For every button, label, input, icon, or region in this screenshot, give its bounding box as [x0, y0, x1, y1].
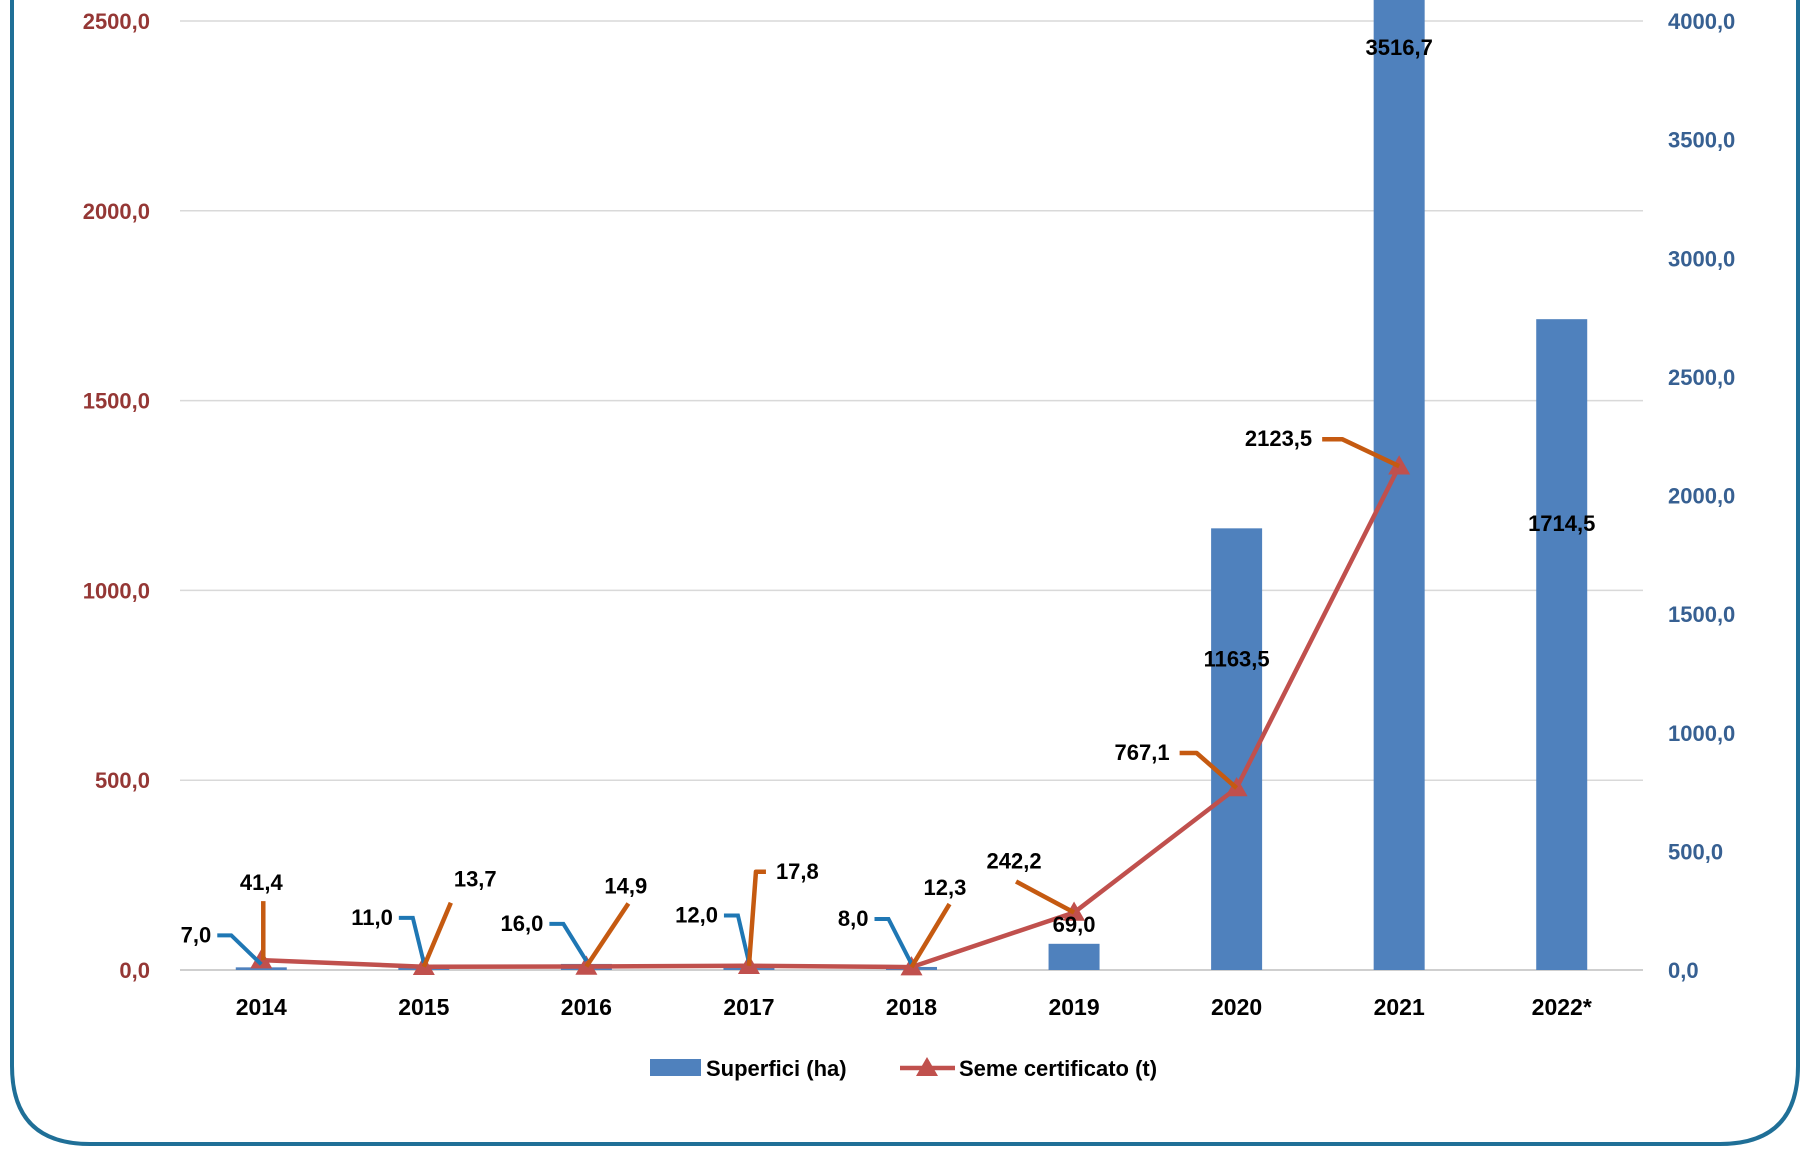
- bar-data-label: 12,0: [675, 902, 718, 927]
- x-tick-label: 2016: [561, 994, 612, 1020]
- bar: [1211, 528, 1263, 970]
- axes: 0,0 500,0 1000,0 1500,0 2000,0 2500,0 0,0 500,0…: [83, 9, 1736, 1020]
- x-tick-label: 2017: [723, 994, 774, 1020]
- data-labels: 7,0 11,0 16,0 12,0 8,0 69,0 1163,5 3516,7 1714,5…: [181, 35, 1595, 969]
- x-tick-label: 2018: [886, 994, 937, 1020]
- bar: [1048, 943, 1100, 970]
- bar-data-label: 11,0: [351, 905, 393, 930]
- line-label-leader: [1322, 436, 1401, 469]
- x-tick-label: 2021: [1374, 994, 1425, 1020]
- line-data-label: 12,3: [924, 875, 967, 900]
- y-left-tick-label: 0,0: [119, 958, 150, 983]
- x-tick-label: 2020: [1211, 994, 1262, 1020]
- bar-data-label: 1714,5: [1528, 511, 1595, 536]
- bar: [1373, 0, 1425, 970]
- y-right-tick-label: 1000,0: [1668, 721, 1735, 746]
- line-data-label: 767,1: [1115, 740, 1170, 765]
- x-tick-label: 2022*: [1532, 994, 1592, 1020]
- bar: [1536, 319, 1588, 971]
- bar-label-leader: [398, 915, 426, 964]
- line-data-label: 17,8: [776, 859, 819, 884]
- y-right-tick-label: 0,0: [1668, 958, 1699, 983]
- line-label-leader: [1014, 879, 1076, 915]
- bar: [235, 967, 287, 970]
- bar-series: [235, 0, 1588, 971]
- line-label-leader: [1179, 750, 1239, 790]
- bar-label-leader: [874, 916, 914, 965]
- bar-label-leader: [723, 913, 751, 963]
- y-left-tick-label: 2500,0: [83, 9, 150, 34]
- y-right-tick-label: 3000,0: [1668, 246, 1735, 271]
- legend-label-bars: Superfici (ha): [706, 1056, 847, 1081]
- bar-data-label: 3516,7: [1366, 35, 1433, 60]
- line-label-leader: [909, 902, 952, 969]
- bar-data-label: 7,0: [181, 922, 212, 947]
- y-right-tick-label: 500,0: [1668, 839, 1723, 864]
- y-right-tick-label: 2500,0: [1668, 365, 1735, 390]
- y-left-tick-label: 1000,0: [83, 578, 150, 603]
- y-left-tick-label: 2000,0: [83, 199, 150, 224]
- chart-frame: [10, 0, 1800, 1146]
- line-series-path: [261, 465, 1402, 970]
- bar-data-label: 69,0: [1053, 912, 1096, 937]
- line-data-label: 2123,5: [1245, 426, 1312, 451]
- line-data-label: 242,2: [987, 849, 1042, 874]
- legend: Superfici (ha) Seme certificato (t): [650, 1056, 1157, 1081]
- legend-swatch-marker: [916, 1057, 938, 1076]
- bar-label-leader: [217, 933, 263, 966]
- line-label-leader: [746, 869, 766, 966]
- line-label-leader: [421, 901, 453, 968]
- x-tick-label: 2014: [236, 994, 287, 1020]
- line-data-label: 14,9: [604, 873, 647, 898]
- legend-label-line: Seme certificato (t): [959, 1056, 1157, 1081]
- x-tick-label: 2015: [398, 994, 449, 1020]
- line-data-label: 13,7: [454, 867, 497, 892]
- y-left-tick-label: 500,0: [95, 768, 150, 793]
- bar-data-label: 1163,5: [1204, 646, 1270, 671]
- bar-data-label: 8,0: [838, 906, 869, 931]
- x-tick-label: 2019: [1048, 994, 1099, 1020]
- bar-data-label: 16,0: [501, 911, 544, 936]
- y-right-tick-label: 2000,0: [1668, 484, 1735, 509]
- line-data-label: 41,4: [240, 870, 284, 895]
- y-right-tick-label: 4000,0: [1668, 9, 1735, 34]
- y-left-tick-label: 1500,0: [83, 389, 150, 414]
- legend-swatch-bars: [650, 1059, 701, 1076]
- bar-label-leader: [549, 921, 589, 962]
- y-right-tick-label: 1500,0: [1668, 602, 1735, 627]
- line-label-leader: [584, 902, 631, 968]
- y-right-tick-label: 3500,0: [1668, 128, 1735, 153]
